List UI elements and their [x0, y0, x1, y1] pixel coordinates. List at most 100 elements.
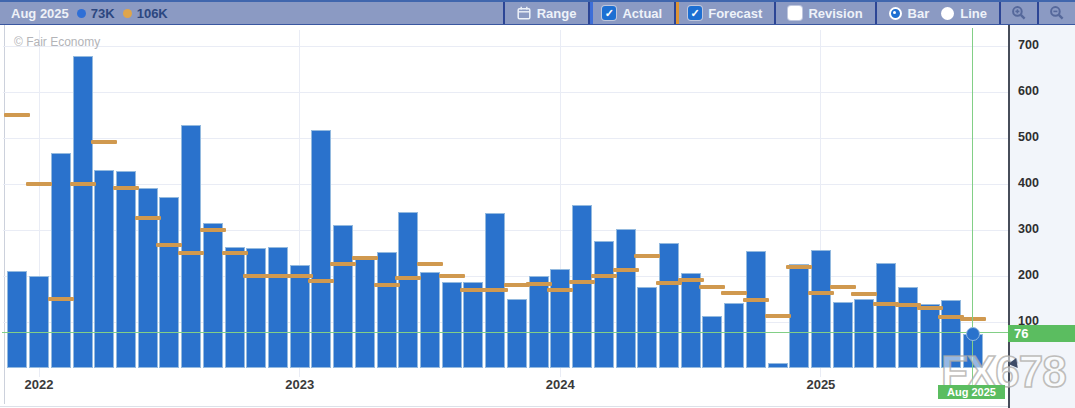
forecast-dash — [808, 291, 834, 295]
forecast-dash — [308, 279, 334, 283]
forecast-dash — [743, 298, 769, 302]
actual-bar[interactable] — [898, 287, 918, 369]
revision-toggle[interactable]: Revision — [774, 2, 874, 24]
actual-bar[interactable] — [746, 251, 766, 368]
actual-bar[interactable] — [550, 269, 570, 369]
forecast-dash — [287, 274, 313, 278]
actual-bar[interactable] — [637, 287, 657, 368]
actual-bar[interactable] — [572, 205, 592, 368]
actual-bar[interactable] — [377, 252, 397, 369]
actual-bar[interactable] — [811, 250, 831, 368]
forecast-dash — [135, 216, 161, 220]
zoom-in-button[interactable] — [999, 2, 1037, 24]
crosshair-date-badge: Aug 2025 — [938, 385, 1005, 399]
forecast-dash — [547, 288, 573, 292]
y-tick-600: 600 — [1018, 84, 1039, 98]
actual-bar[interactable] — [768, 363, 788, 369]
bar-radio-label[interactable]: Bar — [908, 6, 930, 21]
forecast-checkbox-checked[interactable]: ✓ — [688, 6, 702, 20]
toolbar-controls: Range ✓ Actual ✓ Forecast Revision Bar L… — [503, 2, 1075, 24]
actual-bar[interactable] — [246, 248, 266, 368]
forecast-dash — [156, 243, 182, 247]
actual-bar[interactable] — [290, 265, 310, 368]
actual-bar[interactable] — [268, 247, 288, 368]
gridline-y-500 — [3, 138, 1008, 139]
actual-bar[interactable] — [876, 263, 896, 368]
actual-bar[interactable] — [789, 264, 809, 369]
forecast-dash — [482, 288, 508, 292]
forecast-dash — [721, 291, 747, 295]
forecast-dash — [830, 285, 856, 289]
revision-toggle-label: Revision — [808, 6, 862, 21]
forecast-dot-icon — [123, 9, 132, 18]
actual-bar[interactable] — [507, 299, 527, 368]
calendar-icon — [517, 6, 531, 20]
forecast-dash — [70, 182, 96, 186]
x-tick-2023: 2023 — [285, 377, 314, 392]
forecast-dash — [526, 282, 552, 286]
actual-bar[interactable] — [854, 299, 874, 369]
zoom-out-button[interactable] — [1037, 2, 1075, 24]
actual-bar[interactable] — [724, 303, 744, 368]
nfp-chart-widget: Aug 2025 73K 106K Range ✓ Actual ✓ Forec… — [0, 0, 1075, 408]
forecast-dash — [591, 274, 617, 278]
revision-checkbox-unchecked[interactable] — [788, 6, 802, 20]
forecast-dash — [917, 306, 943, 310]
actual-bar[interactable] — [442, 282, 462, 368]
actual-bar[interactable] — [355, 259, 375, 368]
range-button[interactable]: Range — [503, 2, 589, 24]
actual-checkbox-checked[interactable]: ✓ — [602, 6, 616, 20]
crosshair-value-badge: 76 — [1008, 325, 1075, 342]
actual-bar[interactable] — [203, 223, 223, 368]
actual-toggle[interactable]: ✓ Actual — [588, 2, 674, 24]
forecast-dash — [374, 283, 400, 287]
line-radio-label[interactable]: Line — [960, 6, 987, 21]
actual-bar[interactable] — [333, 225, 353, 368]
forecast-dash — [439, 274, 465, 278]
line-radio[interactable] — [941, 7, 954, 20]
bar-radio-selected[interactable] — [889, 7, 902, 20]
y-tick-200: 200 — [1018, 268, 1039, 282]
actual-bar[interactable] — [529, 276, 549, 368]
gridline-y-600 — [3, 92, 1008, 93]
chart-type-group: Bar Line — [875, 2, 999, 24]
actual-bar[interactable] — [116, 171, 136, 368]
forecast-dash — [613, 268, 639, 272]
plot-area[interactable]: © Fair Economy 2022202320242025 — [0, 25, 1008, 408]
actual-bar[interactable] — [225, 247, 245, 368]
actual-bar[interactable] — [594, 241, 614, 368]
forecast-toggle[interactable]: ✓ Forecast — [674, 2, 774, 24]
zoom-in-icon — [1011, 5, 1027, 21]
actual-bar[interactable] — [420, 272, 440, 368]
forecast-dash — [634, 254, 660, 258]
forecast-value: 106K — [137, 6, 168, 21]
forecast-dash — [851, 292, 877, 296]
actual-bar[interactable] — [833, 302, 853, 368]
actual-bar[interactable] — [159, 197, 179, 368]
forecast-dash — [765, 314, 791, 318]
toolbar: Aug 2025 73K 106K Range ✓ Actual ✓ Forec… — [0, 0, 1075, 25]
y-tick-700: 700 — [1018, 38, 1039, 52]
actual-bar[interactable] — [659, 243, 679, 368]
current-release-label: Aug 2025 — [11, 6, 69, 21]
actual-bar[interactable] — [94, 170, 114, 369]
actual-bar[interactable] — [51, 153, 71, 368]
actual-bar[interactable] — [29, 276, 49, 368]
forecast-dash — [113, 186, 139, 190]
y-tick-500: 500 — [1018, 130, 1039, 144]
forecast-dash — [330, 262, 356, 266]
forecast-dash — [417, 262, 443, 266]
actual-bar[interactable] — [7, 271, 27, 368]
y-tick-400: 400 — [1018, 176, 1039, 190]
actual-bar[interactable] — [73, 56, 93, 368]
actual-bar[interactable] — [616, 229, 636, 369]
actual-bar[interactable] — [702, 316, 722, 369]
actual-bar[interactable] — [920, 304, 940, 368]
forecast-toggle-label: Forecast — [708, 6, 762, 21]
x-tick-2025: 2025 — [806, 377, 835, 392]
gridline-y-700 — [3, 46, 1008, 47]
actual-bar[interactable] — [681, 273, 701, 368]
forecast-dash — [178, 251, 204, 255]
actual-bar[interactable] — [463, 282, 483, 368]
actual-bar[interactable] — [398, 212, 418, 368]
